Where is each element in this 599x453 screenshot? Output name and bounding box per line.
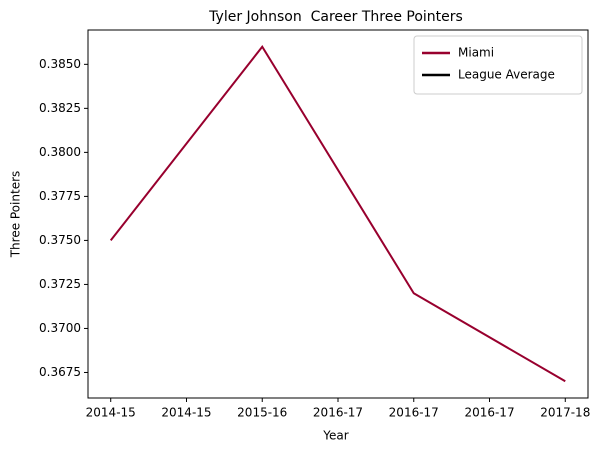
y-tick-label: 0.3675 [39,365,81,379]
legend-label: League Average [458,68,555,82]
x-tick-label: 2015-16 [237,406,287,420]
x-axis-label: Year [322,429,348,443]
y-tick-label: 0.3800 [39,145,81,159]
chart-title: Tyler Johnson Career Three Pointers [208,9,463,25]
y-tick-label: 0.3700 [39,321,81,335]
x-tick-label: 2016-17 [389,406,439,420]
y-tick-label: 0.3750 [39,233,81,247]
y-tick-label: 0.3775 [39,189,81,203]
y-tick-label: 0.3850 [39,57,81,71]
y-axis-label: Three Pointers [9,171,23,259]
y-tick-label: 0.3725 [39,277,81,291]
x-tick-label: 2014-15 [161,406,211,420]
data-line [109,44,566,383]
legend-label: Miami [458,46,494,60]
x-tick-label: 2017-18 [540,406,590,420]
x-tick-label: 2016-17 [313,406,363,420]
plot-frame [87,29,589,399]
x-tick-label: 2014-15 [86,406,136,420]
x-tick-label: 2016-17 [464,406,514,420]
legend-box [413,35,583,95]
y-tick-label: 0.3825 [39,101,81,115]
